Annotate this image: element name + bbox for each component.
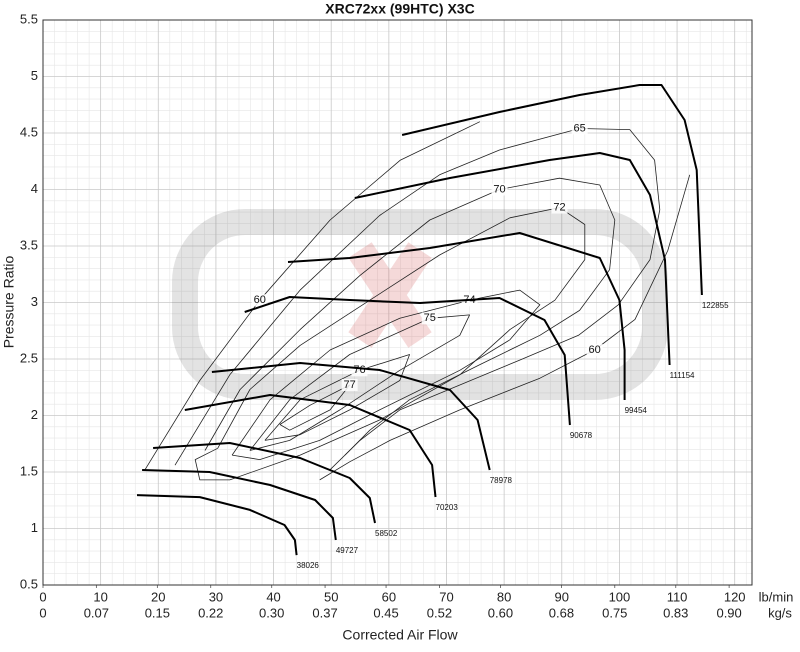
efficiency-label-bg: [341, 378, 358, 391]
x-tick-label: 50: [324, 589, 338, 604]
speed-label: 49727: [336, 546, 359, 555]
efficiency-label-bg: [251, 294, 268, 307]
watermark-frame: [172, 209, 668, 400]
x2-tick-label: 0.83: [663, 605, 688, 620]
efficiency-label: 60: [254, 294, 266, 306]
speed-line: [184, 394, 437, 498]
y-tick-label: 2.5: [20, 350, 38, 365]
efficiency-contour: [264, 354, 410, 441]
speed-line: [211, 362, 491, 471]
x-tick-label: 90: [555, 589, 569, 604]
x2-tick-label: 0.30: [259, 605, 284, 620]
y-tick-label: 5.5: [20, 11, 38, 26]
speed-line: [287, 232, 626, 400]
labels: 0 10 20 30 40 50 60 70 80 90 100 110 120 0 0.07 0.15 0.2…: [20, 11, 746, 620]
y-tick-label: 1: [31, 520, 38, 535]
speed-line: [136, 494, 298, 556]
efficiency-label: 76: [353, 364, 365, 376]
efficiency-contour: [249, 314, 470, 451]
efficiency-label-bg: [551, 201, 568, 214]
x-tick-label: 10: [93, 589, 107, 604]
x-tick-label: 30: [209, 589, 223, 604]
y-tick-label: 3.5: [20, 237, 38, 252]
speed-label: 90678: [570, 431, 593, 440]
y-tick-label: 5: [31, 68, 38, 83]
speed-label: 122855: [702, 301, 729, 310]
x2-tick-label: 0.60: [488, 605, 513, 620]
x2-tick-label: 0: [39, 605, 46, 620]
speed-line: [153, 442, 376, 524]
x-tick-label: 70: [439, 589, 453, 604]
efficiency-label: 70: [493, 183, 505, 195]
speed-line: [244, 296, 571, 426]
watermark-glyph: [348, 242, 432, 348]
x2-tick-label: 0.75: [602, 605, 627, 620]
speed-label: 70203: [436, 503, 459, 512]
x-tick-label: 20: [151, 589, 165, 604]
x-tick-label: 80: [497, 589, 511, 604]
speed-label: 58502: [375, 529, 398, 538]
efficiency-label-bg: [586, 343, 603, 356]
efficiency-label-bg: [421, 312, 438, 325]
speed-line: [354, 152, 671, 366]
x-tick-label: 0: [39, 589, 46, 604]
speed-line: [401, 84, 703, 296]
x2-tick-label: 0.90: [716, 605, 741, 620]
y-tick-label: 4.5: [20, 124, 38, 139]
y-tick-label: 3: [31, 294, 38, 309]
speed-label: 111154: [670, 371, 695, 380]
x2-tick-label: 0.22: [198, 605, 223, 620]
x2-tick-label: 0.52: [427, 605, 452, 620]
y-tick-label: 1.5: [20, 463, 38, 478]
x-tick-label: 40: [266, 589, 280, 604]
x-tick-label: 110: [667, 589, 688, 604]
efficiency-label: 72: [553, 201, 565, 213]
efficiency-label: 65: [574, 122, 586, 134]
x2-tick-label: 0.07: [84, 605, 109, 620]
efficiency-contour: [204, 177, 616, 456]
y-tick-label: 4: [31, 181, 38, 196]
speed-line: [142, 469, 337, 541]
x-tick-label: 100: [609, 589, 631, 604]
speed-label: 99454: [625, 406, 648, 415]
x2-tick-label: 0.37: [312, 605, 337, 620]
plot-frame: [42, 19, 753, 586]
x2-tick-label: 0.15: [145, 605, 170, 620]
efficiency-label-bg: [491, 183, 508, 196]
speed-label: 38026: [297, 561, 320, 570]
speed-lines: 38026 49727 58502 70203 78978 90678 99454 11115…: [136, 84, 729, 570]
watermark: [172, 209, 668, 400]
y-axis-title: Pressure Ratio: [1, 255, 17, 348]
x2-unit: kg/s: [768, 605, 792, 620]
x-tick-label: 120: [724, 589, 746, 604]
efficiency-contour: [279, 384, 351, 431]
efficiency-label: 77: [344, 379, 356, 391]
major-grid: [42, 19, 752, 586]
efficiency-contour: [194, 207, 586, 481]
efficiency-contour: [231, 289, 541, 460]
speed-label: 78978: [490, 476, 513, 485]
x2-tick-label: 0.68: [549, 605, 574, 620]
y-tick-label: 0.5: [20, 576, 38, 591]
x-unit: lb/min: [759, 589, 794, 604]
efficiency-label: 60: [589, 344, 601, 356]
efficiency-label: 75: [424, 312, 436, 324]
y-tick-label: 2: [31, 407, 38, 422]
efficiency-contour: [144, 121, 691, 481]
x2-tick-label: 0.45: [373, 605, 398, 620]
chart-title: XRC72xx (99HTC) X3C: [325, 1, 474, 17]
x-axis-title: Corrected Air Flow: [342, 627, 458, 643]
x-tick-label: 60: [382, 589, 396, 604]
efficiency-label-bg: [571, 122, 588, 135]
